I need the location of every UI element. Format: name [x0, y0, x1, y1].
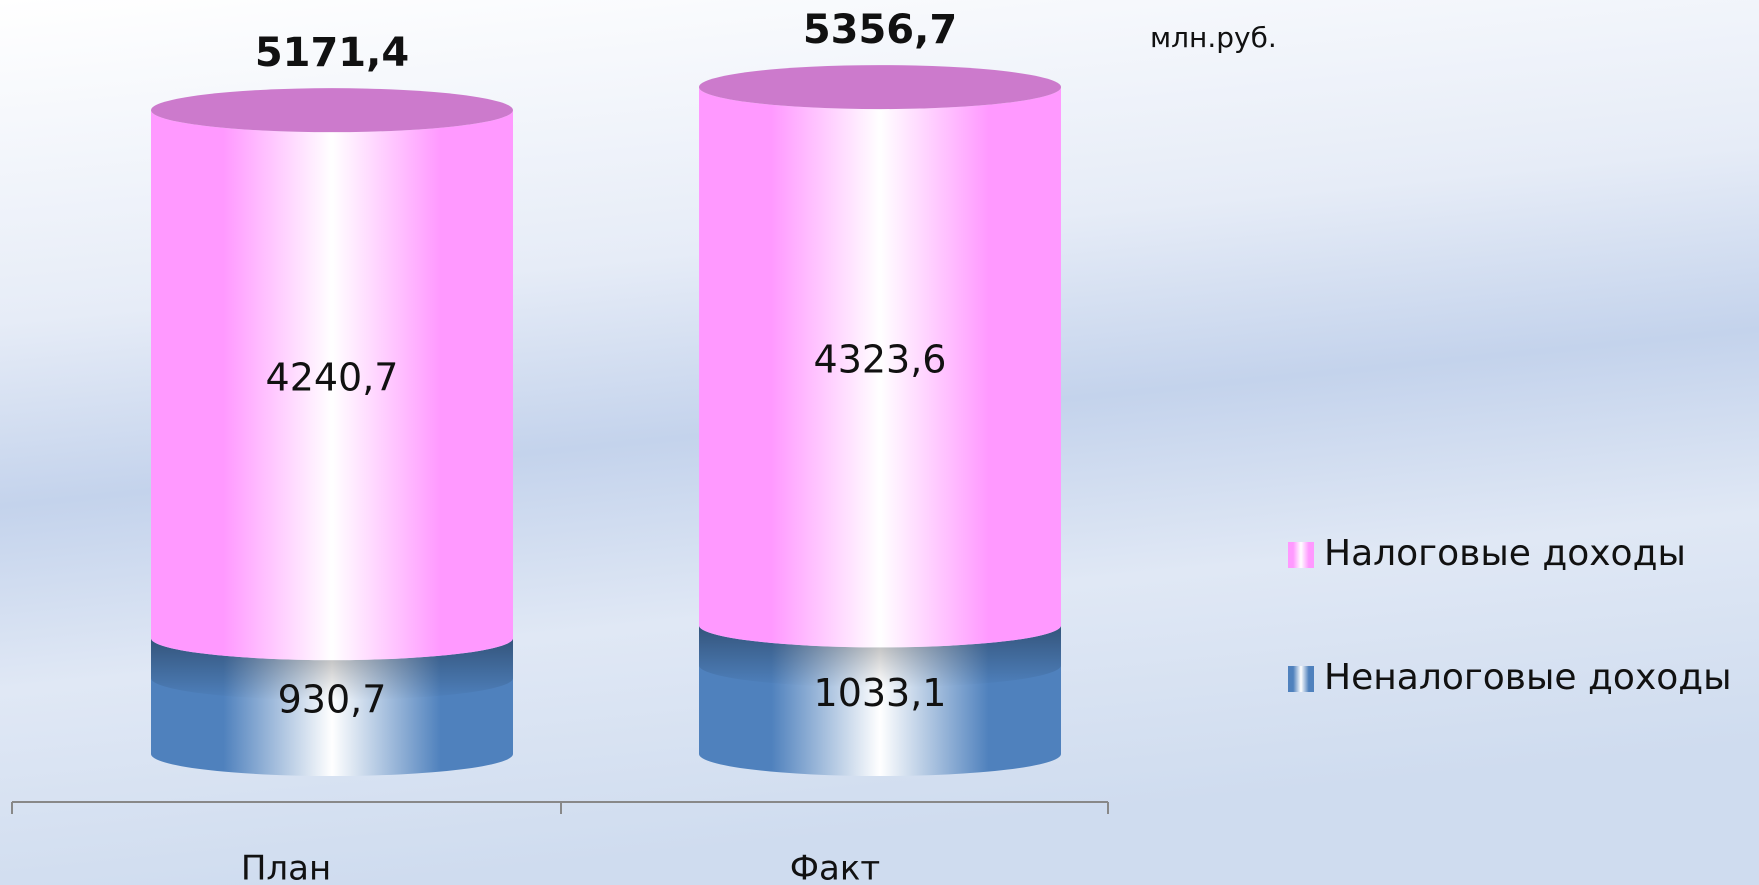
segment-shade	[151, 638, 513, 701]
x-tick-label: Факт	[790, 849, 880, 885]
value-label: 1033,1	[814, 671, 947, 715]
legend-swatch	[1288, 542, 1314, 568]
cylinder-top	[699, 65, 1061, 110]
value-label: 930,7	[278, 678, 387, 722]
cylinder-top	[151, 88, 513, 133]
value-label: 4240,7	[266, 356, 399, 400]
legend-label: Налоговые доходы	[1324, 533, 1686, 574]
unit-label: млн.руб.	[1150, 21, 1277, 54]
x-tick-label: План	[241, 849, 331, 885]
total-label: 5356,7	[803, 7, 957, 53]
total-label: 5171,4	[255, 30, 409, 76]
segment-shade	[699, 625, 1062, 688]
legend-label: Неналоговые доходы	[1324, 657, 1732, 698]
value-label: 4323,6	[814, 338, 947, 382]
cylinder-segment	[151, 110, 513, 661]
legend-swatch	[1288, 666, 1314, 692]
cylinder-segment	[699, 87, 1062, 648]
